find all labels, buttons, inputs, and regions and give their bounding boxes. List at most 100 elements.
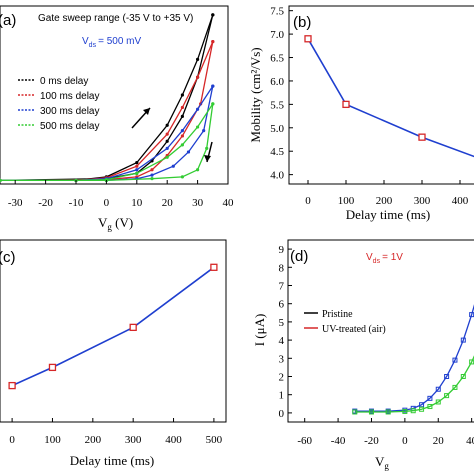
series-point	[180, 93, 184, 97]
series-point	[180, 105, 184, 110]
transfer-point	[352, 409, 358, 415]
series-point	[211, 13, 215, 17]
series-point	[196, 168, 200, 172]
delay-point	[210, 263, 218, 271]
series-point	[150, 168, 154, 172]
mobility-point	[342, 100, 350, 109]
transfer-point	[460, 374, 466, 379]
series-point	[165, 139, 169, 143]
series-point	[186, 150, 191, 154]
panel-c-xtick-label: 0	[9, 434, 15, 446]
transfer-point	[410, 408, 416, 414]
panel-a-frame	[0, 5, 229, 185]
transfer-point	[419, 402, 425, 408]
transfer-point	[444, 393, 450, 399]
series-point	[180, 175, 184, 179]
panel-b-ytick-label: 7.5	[270, 6, 284, 18]
series-point	[165, 123, 169, 127]
panel-b-xtick-label: 0	[305, 195, 311, 207]
legend-label: Pristine	[322, 309, 353, 320]
legend-label: 300 ms delay	[40, 106, 99, 117]
panel-a-xtick-label: 20	[162, 197, 174, 209]
panel-b-xtick-label: 400	[452, 195, 469, 207]
transfer-point	[385, 409, 391, 415]
series-point	[135, 171, 139, 175]
legend-label: 100 ms delay	[40, 91, 99, 102]
panel-b-ytick-label: 6.0	[270, 76, 284, 88]
delay-line	[11, 266, 215, 387]
panel-b: (b) 4.0 4.5 5.0 5.5 6.0 6.5 7.0 7.5 0 100 200 300 4…	[248, 5, 474, 222]
series-point	[135, 164, 139, 168]
panel-c-frame	[0, 239, 227, 423]
panel-c-xtick-label: 500	[206, 434, 223, 446]
panel-d-xtick-label: -60	[297, 435, 312, 447]
series-point	[211, 40, 215, 44]
series-point	[211, 84, 215, 88]
panel-b-xtick-label: 300	[414, 195, 431, 207]
legend-label: UV-treated (air)	[322, 324, 386, 335]
panel-b-xlabel: Delay time (ms)	[346, 207, 430, 222]
panel-d-xlabel: Vg	[375, 454, 389, 471]
delay-point	[8, 381, 16, 390]
series-up-line	[0, 85, 214, 182]
series-point	[165, 146, 169, 150]
transfer-point	[427, 404, 433, 410]
panel-c-xlabel: Delay time (ms)	[70, 453, 154, 468]
transfer-point	[435, 386, 441, 392]
panel-a-xtick-label: 30	[192, 197, 204, 209]
panel-d-ytick-label: 3	[279, 353, 285, 365]
series-down-line	[0, 103, 214, 182]
transfer-point	[402, 408, 408, 414]
panel-d-ytick-label: 5	[279, 317, 285, 329]
series-point	[202, 129, 206, 133]
panel-b-xtick-label: 200	[376, 195, 393, 207]
panel-a-xtick-label: -30	[8, 197, 23, 209]
series-point	[196, 57, 200, 62]
transfer-line	[354, 304, 474, 412]
panel-a-vds: Vds = 500 mV	[82, 36, 141, 49]
panel-a-xlabel: Vg (V)	[98, 215, 133, 232]
panel-c-label: (c)	[0, 249, 16, 266]
mobility-line	[307, 38, 474, 158]
series-point	[196, 75, 200, 79]
series-point	[211, 102, 215, 106]
panel-b-ytick-label: 4.0	[270, 170, 284, 182]
panel-b-xtick-label: 100	[338, 195, 355, 207]
panel-d-frame	[287, 239, 474, 423]
transfer-line	[354, 355, 474, 413]
panel-c-xtick-label: 200	[85, 434, 102, 446]
series-point	[165, 155, 169, 159]
transfer-point	[368, 409, 374, 415]
transfer-point	[444, 374, 450, 379]
panel-c-xtick-label: 300	[125, 434, 142, 446]
panel-c: (c) 0 100 200 300 400 500 Delay time (ms)	[0, 239, 227, 468]
panel-a-xtick-label: 10	[131, 197, 143, 209]
panel-a-annotation: Gate sweep range (-35 V to +35 V)	[38, 13, 193, 24]
panel-b-ytick-label: 4.5	[270, 146, 284, 158]
mobility-point	[418, 133, 426, 141]
series-point	[165, 132, 169, 136]
delay-point	[48, 363, 57, 372]
sweep-down-arrowhead	[204, 155, 211, 162]
transfer-point	[452, 384, 458, 390]
panel-d-xtick-label: -20	[364, 435, 379, 447]
transfer-point	[435, 399, 441, 405]
transfer-point	[427, 395, 433, 401]
panel-d-ytick-label: 2	[279, 372, 285, 384]
sweep-up-arrowhead	[143, 108, 150, 115]
panel-d-ytick-label: 1	[279, 390, 285, 402]
panel-d-xtick-label: 40	[466, 435, 474, 447]
panel-b-ytick-label: 5.0	[270, 123, 284, 135]
legend-label: 0 ms delay	[40, 76, 88, 87]
panel-d-ytick-label: 7	[279, 281, 285, 293]
transfer-point	[460, 337, 466, 343]
series-point	[180, 129, 184, 133]
series-up-line	[0, 103, 214, 182]
panel-c-xtick-label: 400	[165, 434, 182, 446]
series-point	[180, 134, 184, 138]
panel-a-xtick-label: 0	[104, 197, 110, 209]
series-point	[135, 168, 139, 172]
panel-b-label: (b)	[293, 14, 311, 31]
panel-d-ytick-label: 9	[279, 244, 285, 256]
